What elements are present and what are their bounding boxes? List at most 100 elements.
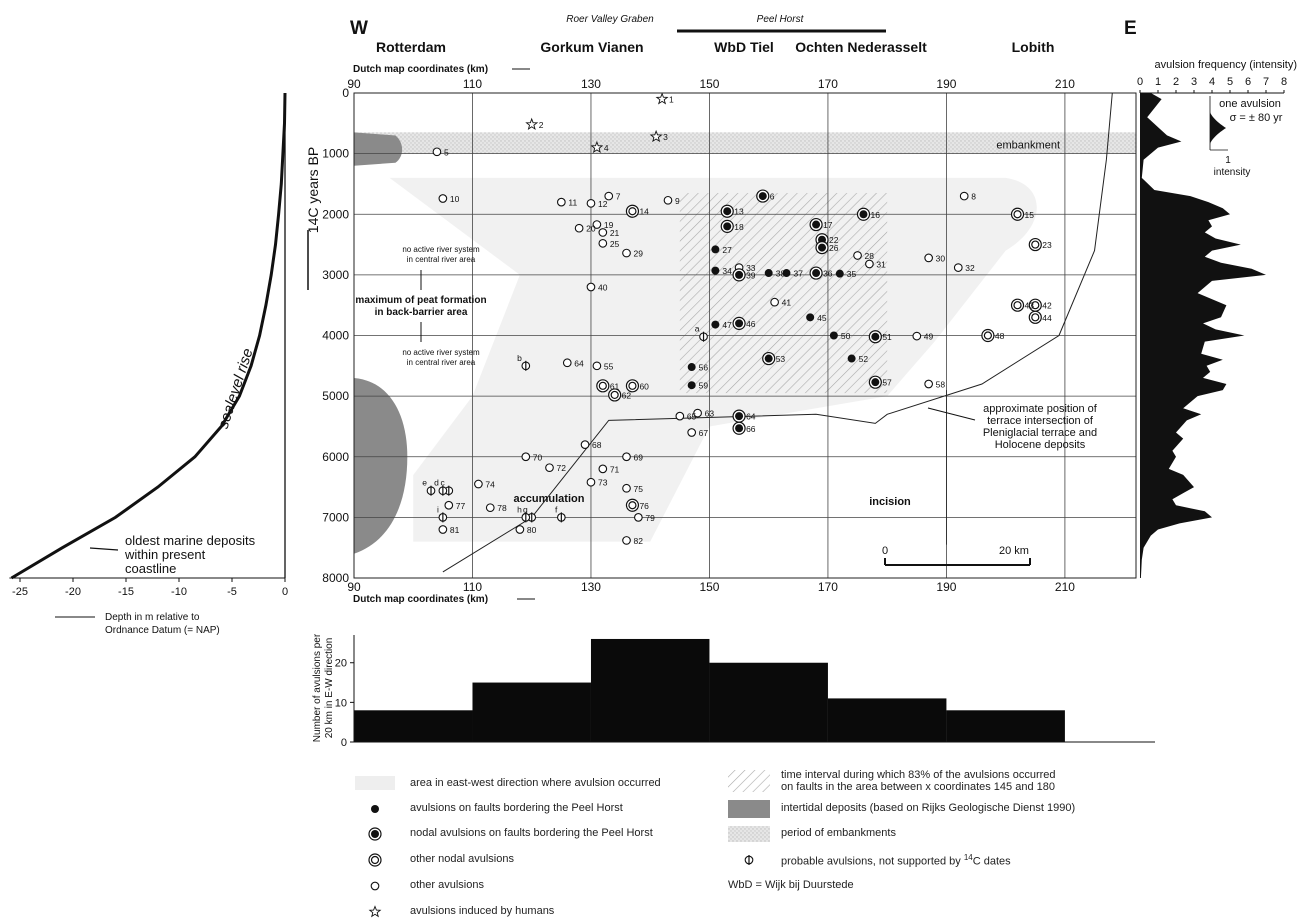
peel-horst-label: Peel Horst — [757, 14, 805, 25]
roer-valley-graben-label: Roer Valley Graben — [566, 14, 654, 25]
bar-130-150 — [590, 638, 710, 742]
point-nodal-other-core — [1031, 240, 1040, 249]
point-other — [545, 463, 554, 473]
point-label: 58 — [936, 380, 946, 390]
point-human — [655, 92, 669, 105]
point-fault — [711, 245, 720, 254]
x-tick-label-bottom: 150 — [699, 580, 719, 594]
point-label: 46 — [746, 319, 756, 329]
point-nodal-fault-core — [723, 207, 732, 216]
point-other — [432, 147, 442, 157]
point-label: 6 — [770, 192, 775, 202]
point-label: 43 — [1025, 301, 1035, 311]
x-tick-label-bottom: 170 — [818, 580, 838, 594]
point-label: 42 — [1042, 301, 1052, 311]
x-tick-label-bottom: 110 — [463, 580, 482, 594]
place-ochten-nederasselt: Ochten Nederasselt — [795, 39, 927, 55]
point-label: 15 — [1025, 210, 1035, 220]
point-label: 26 — [829, 243, 839, 253]
frequency-tick-label: 5 — [1227, 76, 1233, 88]
point-label: 10 — [450, 194, 460, 204]
point-label: 55 — [604, 361, 614, 371]
y-tick-label: 3000 — [322, 268, 349, 282]
point-label: i — [437, 504, 439, 514]
point-label: d — [434, 478, 439, 488]
point-nodal-fault-core — [812, 220, 821, 229]
y-axis-label: 14C years BP — [305, 147, 321, 233]
no-active-label-1a: no active river system — [402, 245, 480, 254]
y-tick-label: 0 — [342, 86, 349, 100]
point-fault — [835, 269, 844, 278]
y-tick-label: 4000 — [322, 329, 349, 343]
point-other — [634, 513, 643, 522]
point-label: 22 — [829, 235, 839, 245]
point-nodal-other-core — [598, 381, 607, 390]
point-other — [865, 259, 874, 269]
marine-deposits-label: within present — [124, 547, 206, 562]
point-nodal-fault-core — [859, 210, 868, 219]
point-other — [592, 361, 602, 371]
point-nodal-other-core — [1031, 301, 1040, 310]
point-label: 45 — [817, 313, 827, 323]
point-label: 35 — [847, 269, 857, 279]
y-tick-label: 2000 — [322, 207, 349, 221]
point-label: 53 — [776, 354, 786, 364]
point-other — [438, 525, 448, 534]
x-tick-label-bottom: 210 — [1055, 580, 1075, 594]
point-fault — [782, 269, 791, 278]
legend-probable-text: probable avulsions, not supported by — [781, 855, 961, 868]
point-label: 41 — [782, 298, 792, 308]
point-label: 31 — [876, 259, 886, 269]
point-label: 5 — [444, 147, 449, 157]
point-label: 61 — [610, 381, 620, 391]
legend-item-wbd: WbD = Wijk bij Duurstede — [728, 879, 854, 891]
point-label: 12 — [598, 199, 608, 209]
sealevel-tick-label: -10 — [171, 586, 187, 598]
point-label: 14 — [639, 207, 649, 217]
point-other — [770, 297, 779, 307]
sealevel-tick-label: 0 — [282, 586, 288, 598]
point-nodal-fault-core — [871, 378, 880, 387]
point-label: 60 — [639, 381, 649, 391]
marine-deposits-label: coastline — [125, 561, 176, 576]
point-other — [598, 464, 608, 474]
point-fault — [829, 331, 838, 340]
legend-probable-c: C dates — [972, 855, 1011, 868]
place-wbd-tiel: WbD Tiel — [714, 39, 774, 55]
point-label: 32 — [965, 263, 975, 273]
y-tick-label: 8000 — [322, 571, 349, 585]
depth-label-b: Ordnance Datum (= NAP) — [105, 625, 220, 636]
bar-150-170 — [709, 662, 828, 742]
point-nodal-fault-core — [812, 269, 821, 278]
point-other — [370, 881, 380, 891]
x-tick-label-top: 110 — [463, 77, 482, 91]
frequency-tick-label: 3 — [1191, 76, 1197, 88]
legend-item-hatch: time interval during which 83% of the av… — [781, 769, 1056, 781]
sealevel-tick-label: -15 — [118, 586, 134, 598]
point-nodal-fault-core — [758, 192, 767, 201]
point-label: 65 — [687, 412, 697, 422]
point-label: 79 — [645, 513, 655, 523]
terrace-line — [442, 92, 1113, 573]
point-nodal-other-core — [1031, 313, 1040, 322]
point-label: 56 — [699, 363, 709, 373]
point-label: a — [695, 324, 700, 334]
point-other — [598, 228, 608, 237]
point-nodal-other-core — [610, 390, 619, 400]
point-other — [622, 248, 631, 258]
point-label: 1 — [669, 95, 674, 105]
terrace-annotation-line: approximate position of — [983, 403, 1098, 415]
point-other — [556, 197, 566, 207]
point-fault — [806, 313, 815, 322]
point-label: e — [422, 478, 427, 488]
incision-label: incision — [869, 496, 911, 508]
intertidal-bottom — [354, 377, 408, 554]
point-label: 19 — [604, 220, 614, 230]
point-other — [693, 408, 702, 418]
point-nodal-fault-core — [735, 270, 744, 279]
point-fault — [687, 381, 696, 390]
sealevel-tick-label: -20 — [65, 586, 81, 598]
point-label: 50 — [841, 331, 851, 341]
point-label: 82 — [634, 536, 644, 546]
frequency-tick-label: 6 — [1245, 76, 1251, 88]
